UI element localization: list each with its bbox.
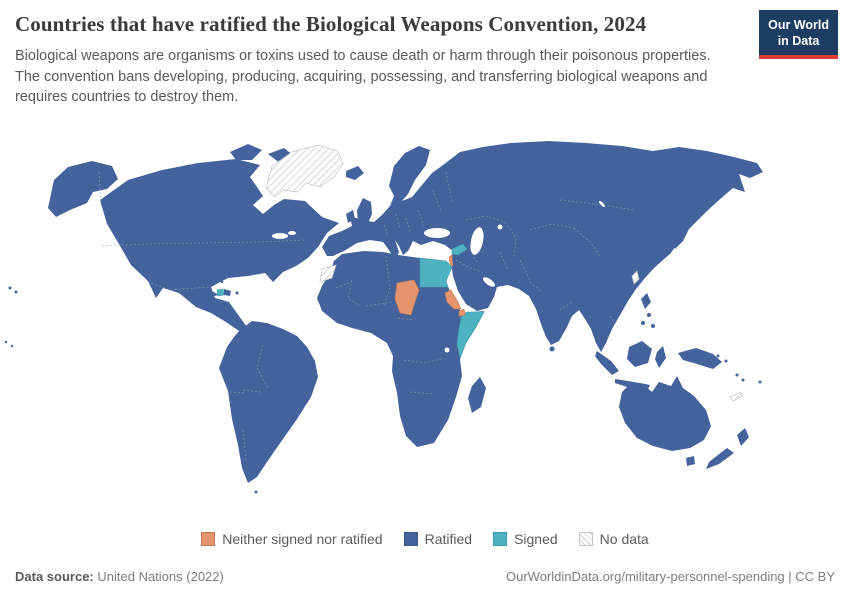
owid-logo-line2: in Data	[777, 34, 820, 49]
data-source-value: United Nations (2022)	[97, 569, 224, 584]
region-kyushu[interactable]	[667, 250, 671, 254]
region-dominican-republic[interactable]	[224, 289, 231, 296]
region-sulawesi[interactable]	[655, 346, 666, 368]
region-philippines[interactable]	[641, 293, 651, 309]
world-map	[4, 141, 763, 494]
region-fiji[interactable]	[758, 380, 762, 384]
region-united-kingdom[interactable]	[357, 198, 372, 225]
region-syria[interactable]	[451, 243, 468, 256]
region-philippines-4[interactable]	[651, 324, 655, 328]
region-djibouti[interactable]	[458, 308, 466, 317]
legend-item-ratified[interactable]: Ratified	[403, 531, 473, 547]
region-ireland[interactable]	[346, 210, 355, 223]
page-title: Countries that have ratified the Biologi…	[15, 12, 647, 36]
map-legend: Neither signed nor ratified Ratified Sig…	[0, 531, 850, 547]
region-cuba[interactable]	[194, 287, 219, 297]
region-alaska[interactable]	[48, 161, 118, 217]
region-egypt[interactable]	[419, 257, 453, 288]
region-solomon-2[interactable]	[724, 359, 728, 363]
region-australia[interactable]	[619, 376, 711, 451]
region-new-caledonia[interactable]	[729, 391, 744, 402]
region-polynesia-1[interactable]	[4, 340, 8, 344]
region-western-sahara[interactable]	[319, 264, 337, 283]
region-hawaii-2[interactable]	[14, 290, 18, 294]
legend-swatch-ratified	[403, 532, 418, 546]
region-africa[interactable]	[317, 251, 484, 447]
region-borneo[interactable]	[627, 341, 652, 367]
legend-swatch-neither	[201, 532, 216, 546]
legend-label-neither: Neither signed nor ratified	[222, 531, 383, 547]
legend-label-ratified: Ratified	[424, 531, 473, 547]
data-source-label: Data source:	[15, 569, 94, 584]
region-puerto-rico[interactable]	[235, 291, 239, 295]
region-somalia[interactable]	[456, 311, 485, 360]
region-jamaica[interactable]	[205, 298, 209, 302]
legend-swatch-signed	[493, 532, 508, 546]
region-haiti[interactable]	[216, 288, 225, 297]
region-tasmania[interactable]	[686, 456, 695, 466]
chart-footer: Data source: United Nations (2022) OurWo…	[15, 569, 835, 584]
legend-swatch-nodata	[578, 532, 593, 546]
region-philippines-2[interactable]	[647, 313, 651, 317]
region-chad[interactable]	[394, 279, 420, 316]
region-eritrea[interactable]	[444, 289, 462, 310]
data-source: Data source: United Nations (2022)	[15, 569, 224, 584]
region-iceland[interactable]	[346, 166, 364, 180]
legend-label-signed: Signed	[514, 531, 558, 547]
region-north-america[interactable]	[100, 159, 339, 331]
region-philippines-3[interactable]	[641, 321, 645, 325]
region-vanuatu-1[interactable]	[735, 373, 739, 377]
owid-logo-line1: Our World	[768, 18, 829, 32]
region-taiwan[interactable]	[631, 270, 640, 285]
region-israel[interactable]	[448, 254, 454, 267]
legend-item-neither[interactable]: Neither signed nor ratified	[201, 531, 383, 547]
region-madagascar[interactable]	[468, 377, 486, 413]
region-vanuatu-2[interactable]	[741, 378, 745, 382]
region-new-zealand[interactable]	[706, 428, 749, 469]
region-bahamas[interactable]	[220, 280, 224, 284]
region-sri-lanka[interactable]	[549, 346, 555, 352]
region-sumatra[interactable]	[595, 351, 619, 375]
legend-label-nodata: No data	[599, 531, 649, 547]
inland-seas	[272, 200, 606, 353]
region-greenland[interactable]	[265, 144, 344, 198]
chart-subtitle: Biological weapons are organisms or toxi…	[15, 48, 711, 106]
legend-item-signed[interactable]: Signed	[493, 531, 558, 547]
region-hawaii-1[interactable]	[8, 286, 12, 290]
region-japan[interactable]	[673, 213, 696, 249]
region-new-guinea[interactable]	[678, 348, 722, 369]
footer-link[interactable]: OurWorldinData.org/military-personnel-sp…	[506, 569, 835, 584]
world-map-container	[0, 130, 850, 526]
region-eurasia[interactable]	[322, 141, 763, 352]
region-falkland-islands[interactable]	[254, 490, 258, 494]
chart-header: Countries that have ratified the Biologi…	[15, 12, 760, 108]
legend-item-nodata[interactable]: No data	[578, 531, 649, 547]
region-polynesia-2[interactable]	[10, 344, 14, 348]
owid-logo[interactable]: Our World in Data	[759, 10, 838, 59]
region-sakhalin[interactable]	[699, 182, 708, 202]
country-borders	[98, 171, 635, 461]
region-solomon-1[interactable]	[716, 354, 720, 358]
region-south-america[interactable]	[219, 321, 318, 483]
